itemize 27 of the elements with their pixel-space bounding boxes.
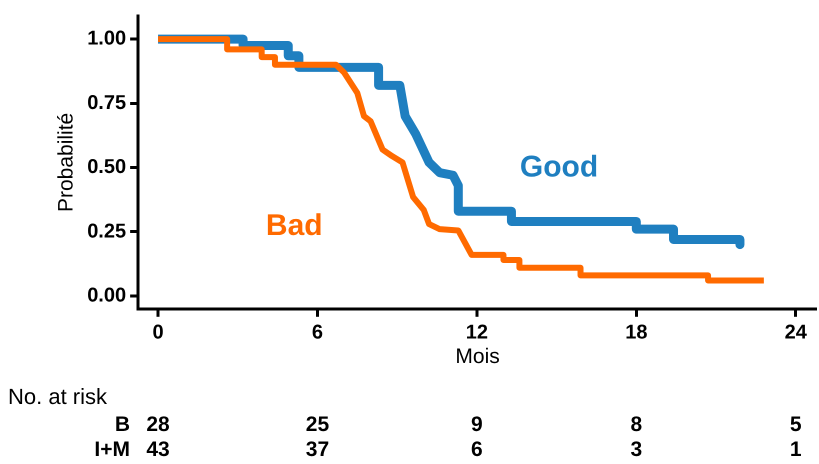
text: 1 xyxy=(790,438,802,461)
y-axis-title: Probabilité xyxy=(54,112,78,212)
text: 37 xyxy=(306,438,330,461)
text: 9 xyxy=(471,412,483,436)
y-tick-label: 1.00 xyxy=(87,28,126,50)
text: Bad xyxy=(266,209,323,242)
x-axis-title: Mois xyxy=(455,345,500,368)
y-tick-label: 0.50 xyxy=(87,156,126,178)
x-tick-label: 24 xyxy=(784,321,808,344)
y-tick-label: 0.00 xyxy=(87,284,126,306)
text: 3 xyxy=(630,438,642,461)
text: 8 xyxy=(630,412,642,436)
text: No. at risk xyxy=(8,384,108,410)
x-tick-label: 12 xyxy=(466,321,488,344)
y-tick-label: 0.75 xyxy=(87,92,126,114)
y-tick-label: 0.25 xyxy=(87,220,126,242)
text: 5 xyxy=(790,412,802,436)
text: 28 xyxy=(146,412,170,436)
text: 25 xyxy=(306,412,330,436)
text: 43 xyxy=(146,438,170,461)
text: I+M xyxy=(94,438,130,461)
text: B xyxy=(114,412,130,436)
text: 6 xyxy=(471,438,483,461)
series-label: Good xyxy=(520,150,598,184)
x-tick-label: 0 xyxy=(152,321,164,344)
x-tick-label: 6 xyxy=(312,321,324,344)
x-tick-label: 18 xyxy=(625,321,648,344)
